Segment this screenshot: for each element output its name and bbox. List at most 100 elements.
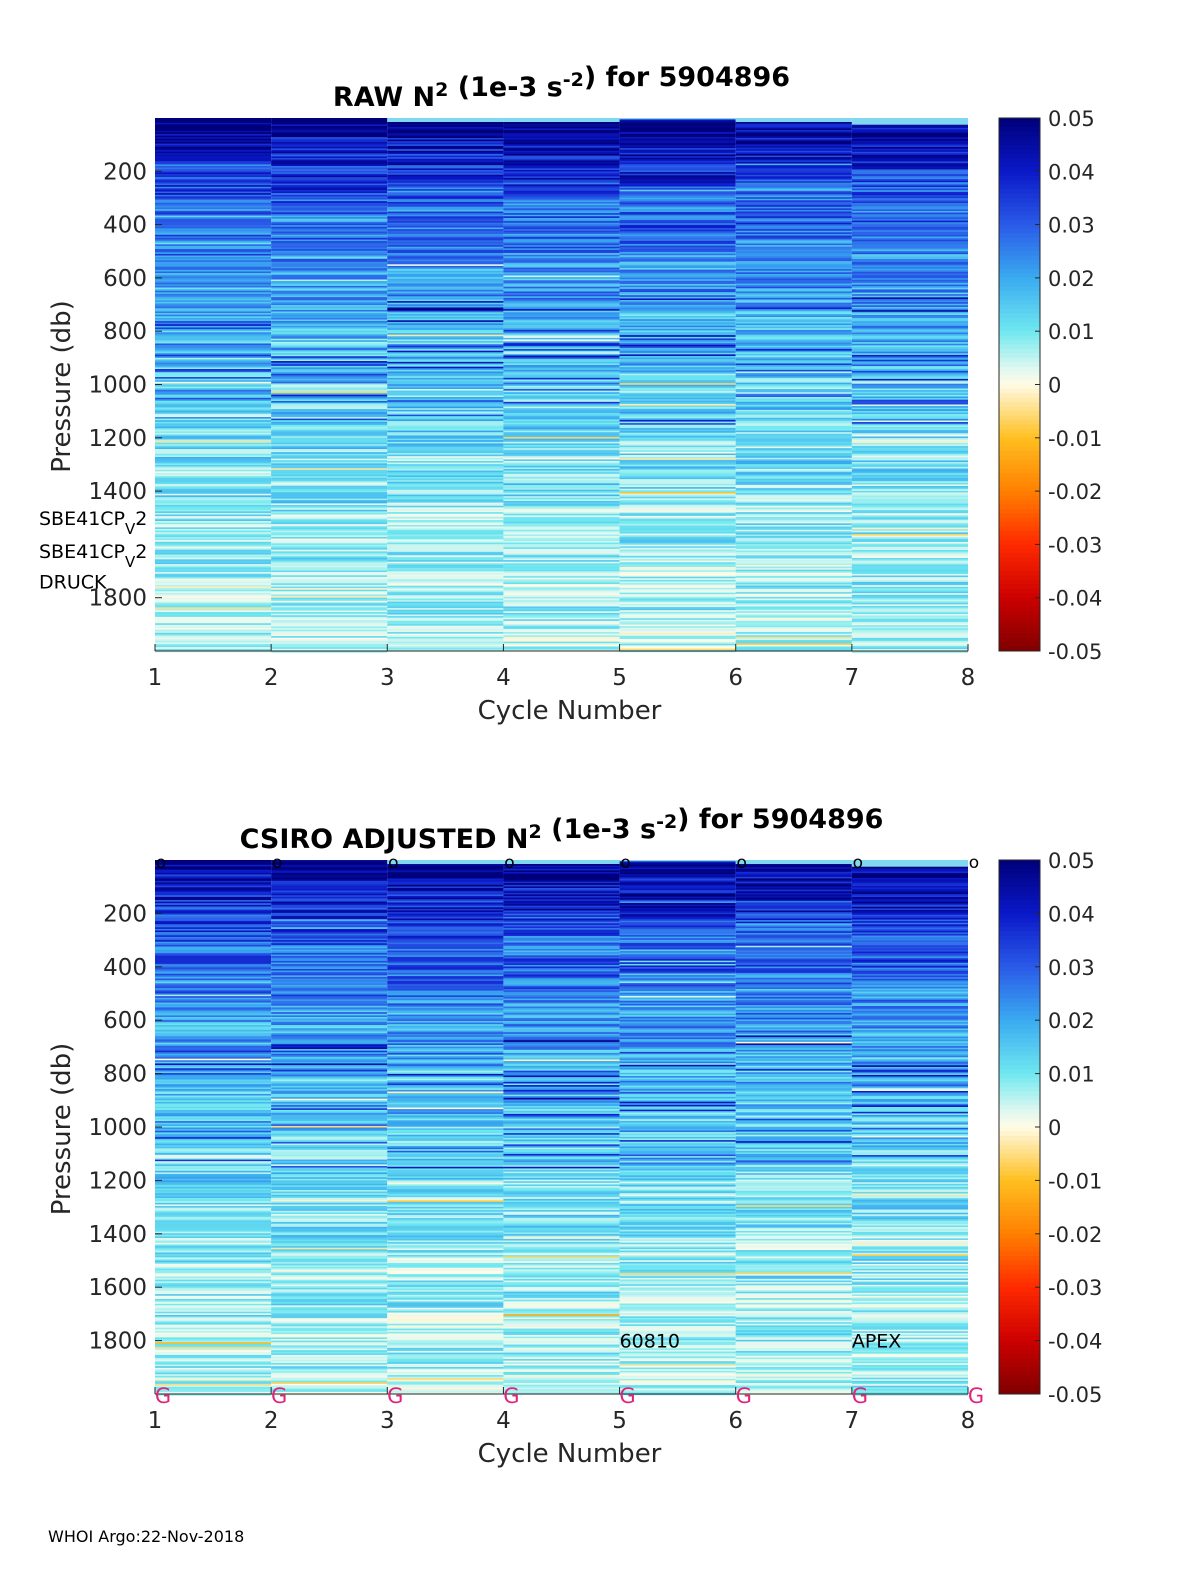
heatmap-cell: [155, 927, 272, 930]
heatmap-cell: [155, 253, 272, 256]
heatmap-cell: [851, 494, 968, 497]
heatmap-cell: [851, 1270, 968, 1273]
heatmap-cell: [851, 1318, 968, 1321]
heatmap-cell: [503, 1351, 620, 1354]
heatmap-cell: [503, 568, 620, 571]
heatmap-cell: [503, 342, 620, 345]
heatmap-cell: [851, 337, 968, 340]
heatmap-cell: [503, 1056, 620, 1059]
heatmap-cell: [271, 628, 388, 631]
heatmap-cell: [851, 881, 968, 884]
heatmap-cell: [503, 377, 620, 380]
heatmap-cell: [387, 126, 504, 129]
heatmap-cell: [503, 1118, 620, 1121]
heatmap-cell: [271, 1073, 388, 1076]
colorbar-segment: [999, 277, 1040, 283]
heatmap-cell: [851, 1368, 968, 1371]
heatmap-cell: [155, 407, 272, 410]
colorbar-segment: [999, 1202, 1040, 1208]
heatmap-cell: [387, 632, 504, 635]
heatmap-cell: [271, 1322, 388, 1325]
heatmap-cell: [387, 272, 504, 275]
heatmap-cell: [851, 1342, 968, 1345]
heatmap-cell: [735, 377, 852, 380]
heatmap-cell: [851, 1348, 968, 1351]
heatmap-cell: [851, 996, 968, 999]
heatmap-cell: [503, 1139, 620, 1142]
heatmap-cell: [851, 1097, 968, 1100]
heatmap-cell: [851, 171, 968, 174]
colorbar-segment: [999, 1131, 1040, 1137]
heatmap-cell: [387, 227, 504, 230]
heatmap-cell: [155, 605, 272, 608]
heatmap-cell: [387, 1240, 504, 1243]
colorbar-segment: [999, 1113, 1040, 1119]
heatmap-cell: [735, 894, 852, 897]
heatmap-cell: [155, 426, 272, 429]
heatmap-cell: [387, 1085, 504, 1088]
heatmap-cell: [851, 991, 968, 994]
heatmap-cell: [503, 233, 620, 236]
heatmap-cell: [503, 187, 620, 190]
heatmap-cell: [271, 535, 388, 538]
heatmap-cell: [155, 944, 272, 947]
heatmap-cell: [155, 624, 272, 627]
heatmap-cell: [155, 362, 272, 365]
heatmap-cell: [619, 1273, 736, 1276]
heatmap-cell: [387, 644, 504, 647]
heatmap-cell: [155, 559, 272, 562]
heatmap-cell: [619, 1289, 736, 1292]
heatmap-cell: [851, 613, 968, 616]
heatmap-cell: [155, 1047, 272, 1050]
heatmap-cell: [155, 1081, 272, 1084]
heatmap-cell: [851, 367, 968, 370]
heatmap-cell: [387, 614, 504, 617]
heatmap-cell: [155, 135, 272, 138]
heatmap-cell: [503, 313, 620, 316]
heatmap-cell: [271, 1350, 388, 1353]
heatmap-cell: [503, 406, 620, 409]
heatmap-cell: [735, 201, 852, 204]
heatmap-cell: [387, 864, 504, 867]
heatmap-cell: [503, 1086, 620, 1089]
heatmap-cell: [619, 306, 736, 309]
colorbar-segment: [999, 886, 1040, 892]
heatmap-cell: [735, 315, 852, 318]
heatmap-cell: [155, 903, 272, 906]
heatmap-cell: [619, 215, 736, 218]
heatmap-cell: [503, 1251, 620, 1254]
heatmap-cell: [271, 1337, 388, 1340]
heatmap-cell: [619, 1207, 736, 1210]
colorbar-segment: [999, 357, 1040, 363]
heatmap-cell: [735, 540, 852, 543]
heatmap-cell: [387, 875, 504, 878]
heatmap-cell: [619, 360, 736, 363]
heatmap-cell: [387, 563, 504, 566]
heatmap-cell: [619, 522, 736, 525]
heatmap-cell: [735, 1294, 852, 1297]
heatmap-cell: [155, 1361, 272, 1364]
heatmap-cell: [619, 1356, 736, 1359]
heatmap-cell: [851, 575, 968, 578]
heatmap-cell: [619, 1321, 736, 1324]
heatmap-cell: [503, 465, 620, 468]
heatmap-cell: [503, 214, 620, 217]
heatmap-cell: [851, 434, 968, 437]
heatmap-cell: [155, 588, 272, 591]
heatmap-cell: [851, 1198, 968, 1201]
heatmap-cell: [387, 512, 504, 515]
colorbar-segment: [999, 406, 1040, 412]
heatmap-cell: [619, 1242, 736, 1245]
colorbar-segment: [999, 611, 1040, 616]
heatmap-cell: [735, 345, 852, 348]
heatmap-cell: [503, 1205, 620, 1208]
heatmap-cell: [851, 1098, 968, 1101]
heatmap-cell: [155, 1255, 272, 1258]
heatmap-cell: [735, 1333, 852, 1336]
heatmap-cell: [619, 621, 736, 624]
heatmap-cell: [735, 149, 852, 152]
heatmap-cell: [387, 912, 504, 915]
heatmap-cell: [851, 1260, 968, 1263]
heatmap-cell: [155, 1008, 272, 1011]
heatmap-cell: [619, 927, 736, 930]
